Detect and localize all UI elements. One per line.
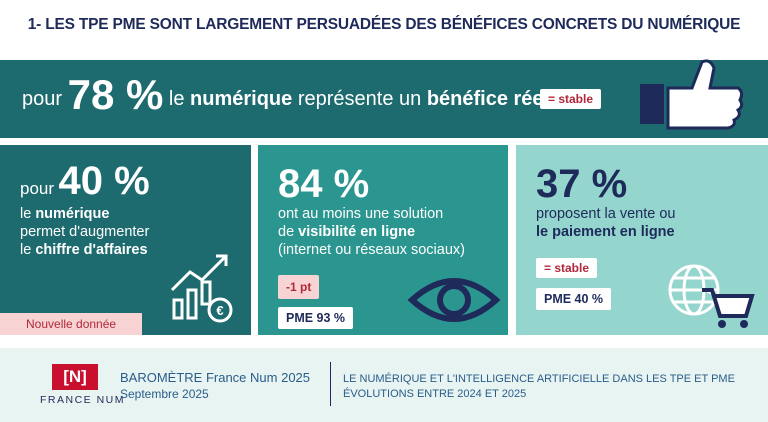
text: proposent la vente ou <box>536 206 676 222</box>
text-bold: chiffre d'affaires <box>35 242 148 258</box>
badge: = stable <box>540 89 602 109</box>
banner-text: pour 78 % le numérique représente un bén… <box>22 68 549 130</box>
card: pour 40 % le numérique permet d'augmente… <box>0 145 251 335</box>
text: ont au moins une solution <box>278 206 444 222</box>
figure: 84 % <box>278 162 370 206</box>
text: le <box>20 242 32 258</box>
badge: = stable <box>536 258 598 278</box>
eye-icon <box>407 278 501 322</box>
tag: Nouvelle donnée <box>0 313 143 335</box>
text: le <box>168 88 185 110</box>
divider <box>330 362 331 406</box>
text-bold: visibilité en ligne <box>298 224 416 240</box>
figure: 40 % <box>58 159 150 203</box>
card-text: proposent la vente ou le paiement en lig… <box>536 205 675 241</box>
svg-text:€: € <box>216 303 223 318</box>
logo: [N] <box>52 364 98 390</box>
banner: pour 78 % le numérique représente un bén… <box>0 59 768 138</box>
prefix: pour <box>20 179 55 198</box>
subject: ÉVOLUTIONS ENTRE 2024 ET 2025 <box>343 388 527 400</box>
card-text: ont au moins une solution de visibilité … <box>278 205 465 259</box>
subject: LE NUMÉRIQUE ET L'INTELLIGENCE ARTIFICIE… <box>343 373 735 385</box>
brand: FRANCE NUM <box>40 394 125 406</box>
text: (internet ou réseaux sociaux) <box>278 242 465 258</box>
badge: -1 pt <box>278 275 320 299</box>
card: 84 % ont au moins une solution de visibi… <box>258 145 508 335</box>
growth-icon: € <box>170 254 233 323</box>
text-bold: numérique <box>35 206 110 222</box>
thumbs-up-icon <box>640 59 744 130</box>
card-text: le numérique permet d'augmenter le chiff… <box>20 205 149 259</box>
figure: 78 % <box>67 71 164 118</box>
text-bold: le paiement en ligne <box>536 224 675 240</box>
text: de <box>278 224 295 240</box>
footer: [N] FRANCE NUM BAROMÈTRE France Num 2025… <box>0 348 768 422</box>
pme: PME 40 % <box>536 288 612 310</box>
text: le <box>20 206 32 222</box>
figure: 37 % <box>536 162 628 206</box>
pme: PME 93 % <box>278 307 354 329</box>
globe-cart-icon <box>668 264 755 328</box>
date: Septembre 2025 <box>120 387 209 401</box>
card-figure: pour 40 % <box>20 160 150 202</box>
prefix: pour <box>22 88 63 110</box>
text: représente un <box>297 88 422 110</box>
text: permet d'augmenter <box>20 224 150 240</box>
text-bold: bénéfice réel <box>426 88 550 110</box>
text-bold: numérique <box>190 88 293 110</box>
barometer: BAROMÈTRE France Num 2025 <box>120 370 311 385</box>
title: 1- LES TPE PME SONT LARGEMENT PERSUADÉES… <box>27 16 741 33</box>
card: 37 % proposent la vente ou le paiement e… <box>516 145 768 335</box>
